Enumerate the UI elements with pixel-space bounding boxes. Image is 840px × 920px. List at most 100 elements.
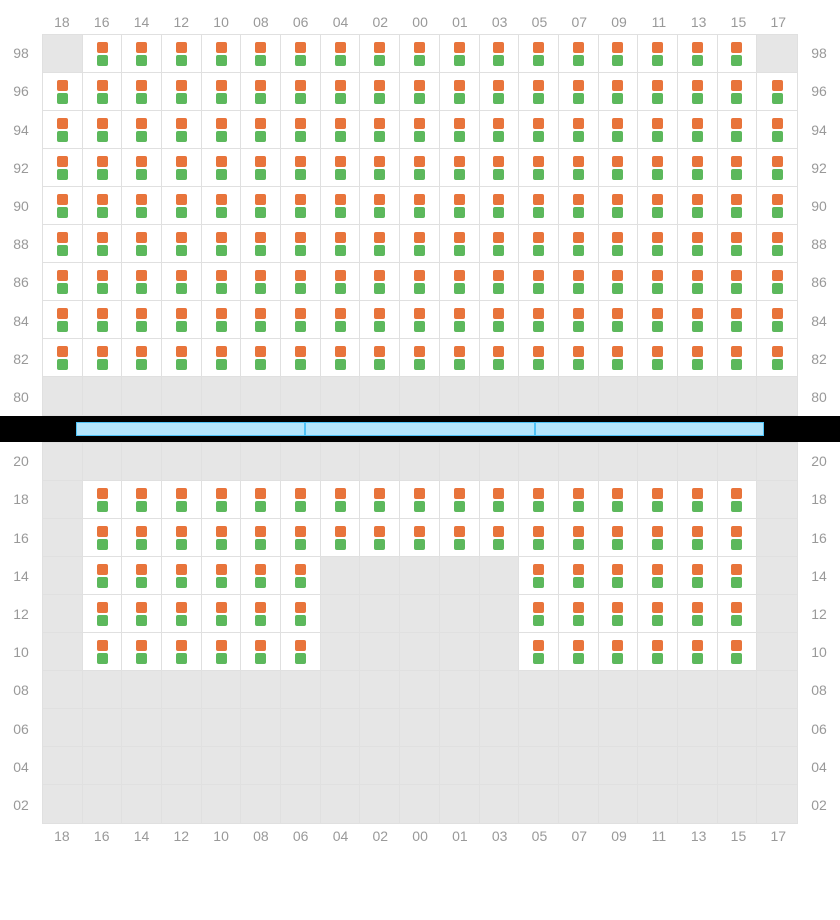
slot-cell[interactable]: [83, 263, 123, 301]
slot-cell[interactable]: [638, 187, 678, 225]
slot-cell[interactable]: [162, 263, 202, 301]
slot-cell[interactable]: [559, 595, 599, 633]
slot-cell[interactable]: [360, 225, 400, 263]
slot-cell[interactable]: [757, 149, 797, 187]
slot-cell[interactable]: [718, 111, 758, 149]
slot-cell[interactable]: [162, 73, 202, 111]
slot-cell[interactable]: [757, 263, 797, 301]
slot-cell[interactable]: [519, 481, 559, 519]
slot-cell[interactable]: [122, 111, 162, 149]
slot-cell[interactable]: [718, 301, 758, 339]
slot-cell[interactable]: [440, 339, 480, 377]
slot-cell[interactable]: [83, 481, 123, 519]
slot-cell[interactable]: [202, 595, 242, 633]
slot-cell[interactable]: [519, 73, 559, 111]
slot-cell[interactable]: [400, 339, 440, 377]
slot-cell[interactable]: [599, 481, 639, 519]
slot-cell[interactable]: [599, 557, 639, 595]
slot-cell[interactable]: [678, 557, 718, 595]
slot-cell[interactable]: [519, 557, 559, 595]
slot-cell[interactable]: [678, 595, 718, 633]
slot-cell[interactable]: [757, 301, 797, 339]
slot-cell[interactable]: [599, 149, 639, 187]
slot-cell[interactable]: [678, 301, 718, 339]
slot-cell[interactable]: [83, 149, 123, 187]
slot-cell[interactable]: [122, 187, 162, 225]
slot-cell[interactable]: [281, 35, 321, 73]
slot-cell[interactable]: [241, 35, 281, 73]
slot-cell[interactable]: [83, 301, 123, 339]
slot-cell[interactable]: [718, 149, 758, 187]
slot-cell[interactable]: [480, 187, 520, 225]
slot-cell[interactable]: [440, 187, 480, 225]
slot-cell[interactable]: [718, 35, 758, 73]
slot-cell[interactable]: [638, 149, 678, 187]
slot-cell[interactable]: [400, 187, 440, 225]
slot-cell[interactable]: [202, 149, 242, 187]
slot-cell[interactable]: [718, 633, 758, 671]
slot-cell[interactable]: [480, 225, 520, 263]
slot-cell[interactable]: [559, 187, 599, 225]
slot-cell[interactable]: [321, 481, 361, 519]
slot-cell[interactable]: [638, 633, 678, 671]
slot-cell[interactable]: [321, 149, 361, 187]
slot-cell[interactable]: [83, 519, 123, 557]
slot-cell[interactable]: [400, 301, 440, 339]
slot-cell[interactable]: [162, 519, 202, 557]
slot-cell[interactable]: [281, 339, 321, 377]
slot-cell[interactable]: [718, 519, 758, 557]
slot-cell[interactable]: [202, 301, 242, 339]
slot-cell[interactable]: [360, 263, 400, 301]
slot-cell[interactable]: [83, 111, 123, 149]
slot-cell[interactable]: [241, 301, 281, 339]
slot-cell[interactable]: [122, 301, 162, 339]
slot-cell[interactable]: [83, 633, 123, 671]
slot-cell[interactable]: [400, 519, 440, 557]
slot-cell[interactable]: [281, 187, 321, 225]
slot-cell[interactable]: [440, 111, 480, 149]
slot-cell[interactable]: [718, 187, 758, 225]
slot-cell[interactable]: [678, 339, 718, 377]
slot-cell[interactable]: [83, 35, 123, 73]
slot-cell[interactable]: [122, 35, 162, 73]
slot-cell[interactable]: [599, 301, 639, 339]
slot-cell[interactable]: [678, 519, 718, 557]
slot-cell[interactable]: [519, 633, 559, 671]
slot-cell[interactable]: [281, 633, 321, 671]
slot-cell[interactable]: [321, 263, 361, 301]
slot-cell[interactable]: [678, 633, 718, 671]
slot-cell[interactable]: [718, 557, 758, 595]
slot-cell[interactable]: [599, 225, 639, 263]
slot-cell[interactable]: [559, 225, 599, 263]
slot-cell[interactable]: [360, 481, 400, 519]
slot-cell[interactable]: [519, 301, 559, 339]
slot-cell[interactable]: [202, 187, 242, 225]
slot-cell[interactable]: [678, 481, 718, 519]
slot-cell[interactable]: [559, 301, 599, 339]
slot-cell[interactable]: [43, 111, 83, 149]
slot-cell[interactable]: [360, 519, 400, 557]
slot-cell[interactable]: [480, 339, 520, 377]
slot-cell[interactable]: [757, 111, 797, 149]
slot-cell[interactable]: [122, 225, 162, 263]
slot-cell[interactable]: [162, 557, 202, 595]
slot-cell[interactable]: [162, 301, 202, 339]
slot-cell[interactable]: [519, 519, 559, 557]
slot-cell[interactable]: [321, 519, 361, 557]
slot-cell[interactable]: [202, 519, 242, 557]
slot-cell[interactable]: [162, 595, 202, 633]
slot-cell[interactable]: [162, 149, 202, 187]
slot-cell[interactable]: [678, 225, 718, 263]
slot-cell[interactable]: [718, 263, 758, 301]
slot-cell[interactable]: [321, 111, 361, 149]
slot-cell[interactable]: [480, 73, 520, 111]
slot-cell[interactable]: [400, 73, 440, 111]
slot-cell[interactable]: [480, 149, 520, 187]
slot-cell[interactable]: [122, 481, 162, 519]
slot-cell[interactable]: [241, 633, 281, 671]
slot-cell[interactable]: [559, 557, 599, 595]
slot-cell[interactable]: [519, 339, 559, 377]
slot-cell[interactable]: [559, 263, 599, 301]
slot-cell[interactable]: [281, 595, 321, 633]
slot-cell[interactable]: [440, 519, 480, 557]
